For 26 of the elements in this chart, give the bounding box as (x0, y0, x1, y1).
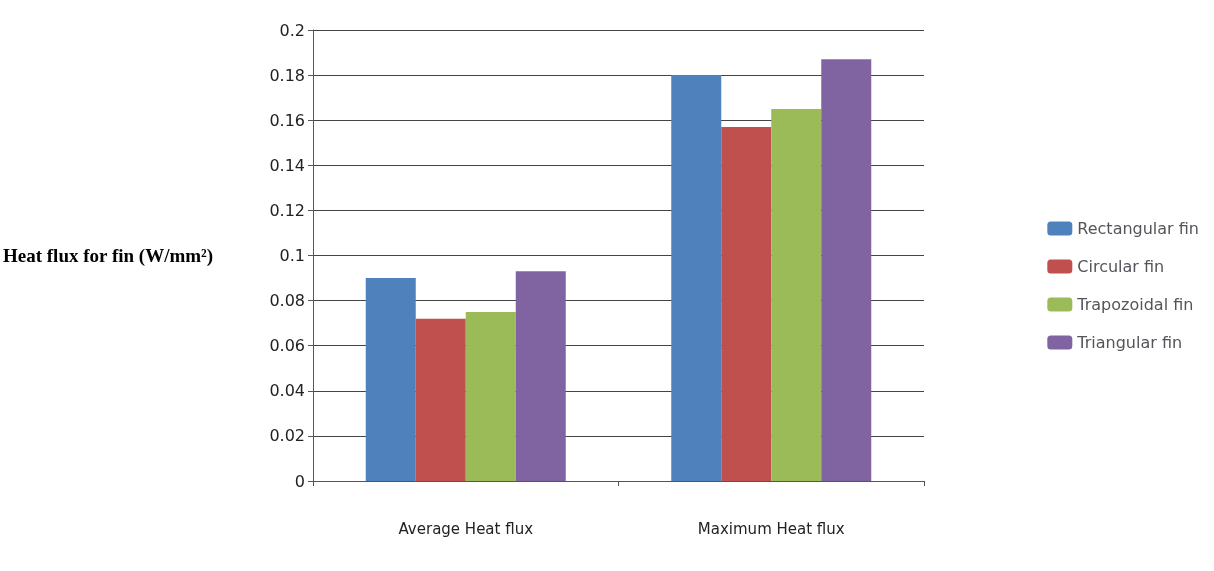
y-tick-label: 0.16 (269, 110, 305, 130)
y-tick-label: 0.12 (269, 200, 305, 220)
bar (721, 126, 772, 481)
bar (821, 59, 872, 481)
x-tick-label: Maximum Heat flux (697, 519, 845, 538)
y-tick-label: 0.06 (269, 336, 305, 356)
y-tick-label: 0.2 (279, 20, 305, 40)
x-tick-label: Average Heat flux (398, 519, 534, 538)
y-axis-title: Heat flux for fin (W/mm²) (3, 245, 214, 267)
bar (771, 108, 822, 481)
legend-label: Triangular fin (1076, 333, 1183, 352)
y-tick-label: 0.14 (269, 155, 305, 175)
bar (465, 311, 516, 481)
legend-label: Trapozoidal fin (1076, 295, 1194, 314)
legend-label: Circular fin (1077, 257, 1165, 276)
y-tick-label: 0.08 (269, 291, 305, 311)
bar (415, 318, 466, 481)
y-tick-label: 0.18 (269, 65, 305, 85)
y-tick-label: 0 (294, 471, 305, 491)
legend-label: Rectangular fin (1077, 219, 1199, 238)
bar (671, 75, 722, 481)
bar (515, 271, 566, 481)
y-tick-label: 0.04 (269, 381, 305, 401)
y-tick-label: 0.02 (269, 426, 305, 446)
bar (365, 278, 416, 481)
y-tick-label: 0.1 (279, 246, 305, 265)
